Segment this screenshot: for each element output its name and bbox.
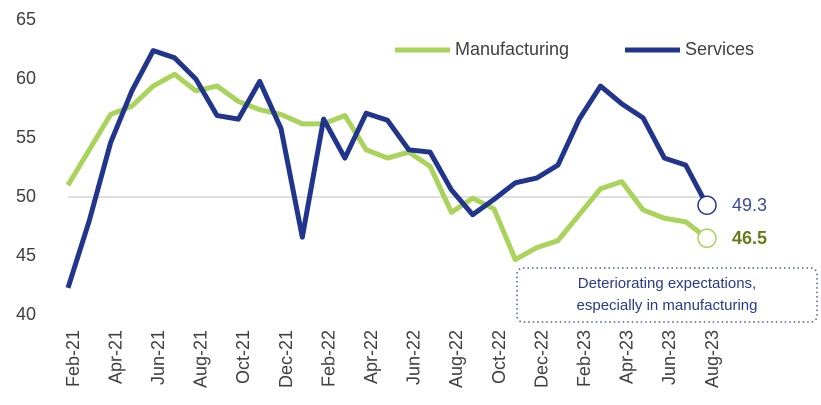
- x-tick-label: Feb-21: [63, 330, 83, 387]
- end-value-label: 46.5: [732, 228, 767, 248]
- x-tick-label: Jun-23: [659, 330, 679, 385]
- y-tick-label: 40: [16, 304, 36, 324]
- x-tick-label: Aug-22: [446, 330, 466, 388]
- x-tick-label: Jun-21: [148, 330, 168, 385]
- x-tick-label: Feb-23: [574, 330, 594, 387]
- x-tick-label: Apr-22: [361, 330, 381, 384]
- y-tick-label: 50: [16, 186, 36, 206]
- x-tick-label: Aug-23: [702, 330, 722, 388]
- x-tick-label: Dec-21: [276, 330, 296, 388]
- end-value-label: 49.3: [732, 195, 767, 215]
- x-tick-label: Dec-22: [531, 330, 551, 388]
- x-tick-label: Jun-22: [404, 330, 424, 385]
- x-tick-label: Oct-21: [233, 330, 253, 384]
- annotation-text: Deteriorating expectations,: [578, 275, 756, 292]
- x-tick-label: Apr-23: [617, 330, 637, 384]
- x-tick-label: Feb-22: [318, 330, 338, 387]
- y-tick-label: 60: [16, 68, 36, 88]
- y-tick-label: 45: [16, 245, 36, 265]
- x-tick-label: Apr-21: [105, 330, 125, 384]
- annotation-box: [516, 267, 818, 323]
- line-series: [65, 71, 709, 263]
- annotation-text: especially in manufacturing: [577, 297, 758, 314]
- x-tick-label: Oct-22: [489, 330, 509, 384]
- y-tick-label: 55: [16, 127, 36, 147]
- legend-label: Services: [685, 39, 754, 59]
- line-series: [65, 48, 710, 289]
- x-tick-label: Aug-21: [191, 330, 211, 388]
- end-marker: [697, 228, 717, 249]
- legend-label: Manufacturing: [455, 39, 569, 59]
- end-marker: [697, 195, 717, 216]
- y-tick-label: 65: [16, 9, 36, 29]
